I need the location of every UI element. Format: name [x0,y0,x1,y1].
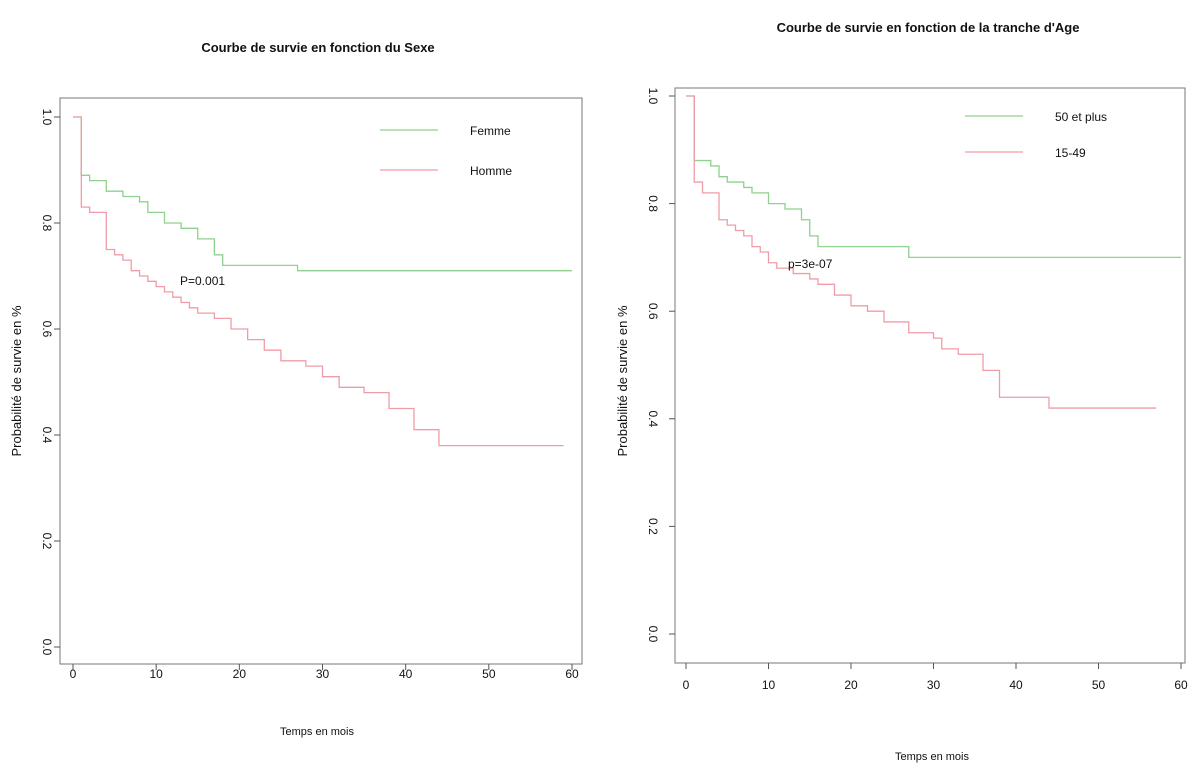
y-tick-label: 0.8 [40,215,54,232]
y-tick-label: 0.2 [40,533,54,550]
y-tick-label: 0.6 [646,303,660,320]
plot-frame [674,87,1186,664]
survival-curve-homme [73,116,564,447]
x-tick-label: 20 [233,667,247,681]
y-tick-label: 0.0 [646,626,660,643]
chart-sexe: Courbe de survie en fonction du Sexe 0.0… [9,40,583,738]
x-tick-label: 40 [1009,678,1023,692]
y-tick-label: 1.0 [646,88,660,105]
y-tick-label: 0.2 [646,518,660,535]
p-value-annotation: p=3e-07 [788,257,833,271]
legend-label: 50 et plus [1055,110,1107,124]
y-axis-label: Probabilité de survie en % [615,305,630,456]
x-tick-label: 40 [399,667,413,681]
chart-panel-age: Courbe de survie en fonction de la tranc… [597,0,1194,770]
legend: 50 et plus 15-49 [965,110,1107,160]
legend-label: Femme [470,124,511,138]
y-tick-label: 1.0 [40,109,54,126]
x-tick-label: 50 [482,667,496,681]
chart-title: Courbe de survie en fonction de la tranc… [777,20,1080,35]
legend-label: 15-49 [1055,146,1086,160]
legend: Femme Homme [380,124,512,178]
x-tick-label: 20 [844,678,858,692]
y-tick-label: 0.4 [646,410,660,427]
survival-curves [686,95,1181,409]
chart-title: Courbe de survie en fonction du Sexe [201,40,434,55]
x-axis: 0 10 20 30 40 50 60 [70,664,579,681]
y-axis: 0.0 0.2 0.4 0.6 0.8 1.0 [40,109,60,656]
survival-curve-50-et-plus [686,95,1181,259]
y-tick-label: 0.4 [40,427,54,444]
x-tick-label: 10 [762,678,776,692]
x-tick-label: 30 [927,678,941,692]
p-value-annotation: P=0.001 [180,274,225,288]
y-tick-label: 0.6 [40,321,54,338]
y-axis-label: Probabilité de survie en % [9,305,24,456]
x-tick-label: 60 [1174,678,1188,692]
chart-panel-sexe: Courbe de survie en fonction du Sexe 0.0… [9,40,583,738]
chart-age: Courbe de survie en fonction de la tranc… [615,20,1188,763]
x-tick-label: 30 [316,667,330,681]
y-axis: 0.0 0.2 0.4 0.6 0.8 1.0 [646,88,675,643]
x-tick-label: 10 [149,667,163,681]
survival-curves [73,116,572,447]
survival-curve-15-49 [686,95,1157,409]
x-tick-label: 0 [683,678,690,692]
x-tick-label: 60 [565,667,579,681]
plot-frame [59,97,583,665]
legend-label: Homme [470,164,512,178]
x-axis-label: Temps en mois [280,726,354,738]
x-tick-label: 50 [1092,678,1106,692]
y-tick-label: 0.8 [646,195,660,212]
x-axis-label: Temps en mois [895,751,969,763]
survival-curve-femme [73,116,572,272]
y-tick-label: 0.0 [40,639,54,656]
x-axis: 0 10 20 30 40 50 60 [683,663,1188,692]
x-tick-label: 0 [70,667,77,681]
